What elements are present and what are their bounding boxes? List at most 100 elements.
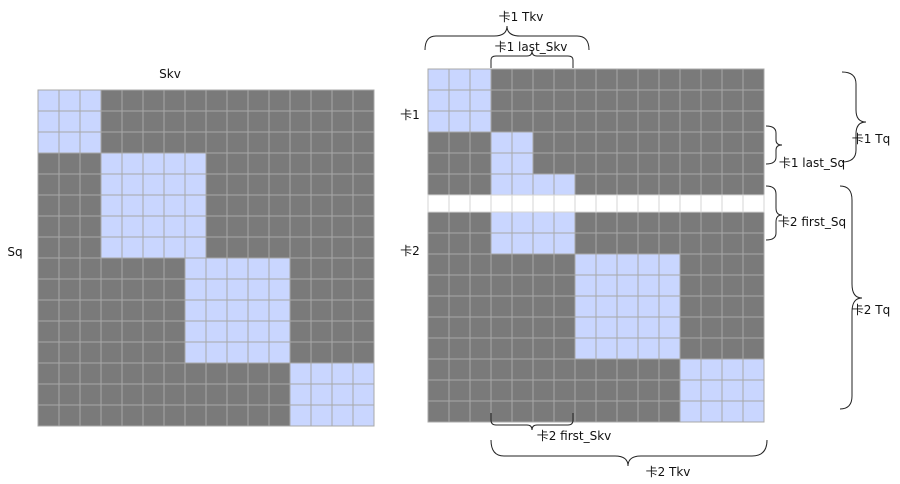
masked-cell: [289, 341, 312, 364]
masked-cell: [658, 110, 681, 133]
active-cell: [721, 379, 744, 402]
active-cell: [100, 173, 123, 196]
masked-cell: [331, 278, 354, 301]
masked-cell: [352, 341, 375, 364]
masked-cell: [427, 358, 450, 381]
masked-cell: [205, 173, 228, 196]
masked-cell: [226, 383, 249, 406]
masked-cell: [637, 131, 660, 154]
card1-row-label: 卡1: [400, 108, 420, 122]
masked-cell: [142, 320, 165, 343]
skv-label: Skv: [159, 67, 181, 81]
masked-cell: [79, 299, 102, 322]
masked-cell: [574, 110, 597, 133]
card2-first-skv-brace: [490, 413, 574, 431]
masked-cell: [100, 404, 123, 427]
masked-cell: [469, 400, 492, 423]
masked-cell: [637, 89, 660, 112]
masked-cell: [700, 295, 723, 318]
masked-cell: [184, 89, 207, 112]
masked-cell: [58, 194, 81, 217]
masked-cell: [427, 274, 450, 297]
active-cell: [637, 295, 660, 318]
masked-cell: [100, 131, 123, 154]
masked-cell: [616, 173, 639, 196]
active-cell: [205, 320, 228, 343]
masked-cell: [553, 110, 576, 133]
masked-cell: [163, 257, 186, 280]
masked-cell: [268, 110, 291, 133]
masked-cell: [721, 274, 744, 297]
active-cell: [658, 295, 681, 318]
masked-cell: [595, 68, 618, 91]
masked-cell: [490, 379, 513, 402]
split-divider-cell: [532, 194, 555, 213]
active-cell: [100, 215, 123, 238]
masked-cell: [121, 257, 144, 280]
masked-cell: [205, 383, 228, 406]
masked-cell: [448, 274, 471, 297]
masked-cell: [37, 194, 60, 217]
split-divider-cell: [616, 194, 639, 213]
masked-cell: [226, 194, 249, 217]
masked-cell: [352, 131, 375, 154]
active-cell: [184, 236, 207, 259]
masked-cell: [511, 89, 534, 112]
masked-cell: [247, 362, 270, 385]
masked-cell: [658, 400, 681, 423]
split-divider-cell: [637, 194, 660, 213]
masked-cell: [37, 320, 60, 343]
masked-cell: [100, 110, 123, 133]
masked-cell: [511, 358, 534, 381]
masked-cell: [79, 236, 102, 259]
masked-cell: [289, 299, 312, 322]
masked-cell: [553, 131, 576, 154]
masked-cell: [79, 194, 102, 217]
active-cell: [226, 278, 249, 301]
masked-cell: [427, 211, 450, 234]
masked-cell: [721, 110, 744, 133]
card1-tkv-brace: [424, 25, 590, 51]
masked-cell: [490, 253, 513, 276]
masked-cell: [100, 320, 123, 343]
masked-cell: [637, 379, 660, 402]
active-cell: [121, 215, 144, 238]
active-cell: [595, 295, 618, 318]
card1-tq-brace: [841, 71, 867, 163]
masked-cell: [658, 89, 681, 112]
masked-cell: [574, 358, 597, 381]
masked-cell: [268, 404, 291, 427]
card2-first-skv-label: 卡2 first_Skv: [537, 429, 612, 443]
active-cell: [700, 400, 723, 423]
masked-cell: [616, 379, 639, 402]
masked-cell: [490, 89, 513, 112]
active-cell: [268, 299, 291, 322]
active-cell: [352, 362, 375, 385]
masked-cell: [331, 215, 354, 238]
active-cell: [79, 89, 102, 112]
masked-cell: [331, 341, 354, 364]
active-cell: [310, 383, 333, 406]
masked-cell: [490, 68, 513, 91]
masked-cell: [352, 173, 375, 196]
left-attention-matrix: [37, 89, 375, 427]
masked-cell: [616, 211, 639, 234]
masked-cell: [595, 110, 618, 133]
card2-tkv-brace: [490, 439, 768, 467]
masked-cell: [352, 89, 375, 112]
active-cell: [226, 320, 249, 343]
masked-cell: [37, 404, 60, 427]
masked-cell: [490, 400, 513, 423]
right-split-attention-matrix: [427, 68, 765, 423]
masked-cell: [142, 383, 165, 406]
masked-cell: [58, 299, 81, 322]
active-cell: [511, 173, 534, 196]
masked-cell: [37, 236, 60, 259]
masked-cell: [79, 278, 102, 301]
masked-cell: [247, 131, 270, 154]
masked-cell: [205, 236, 228, 259]
masked-cell: [574, 232, 597, 255]
active-cell: [310, 404, 333, 427]
active-cell: [616, 316, 639, 339]
masked-cell: [679, 337, 702, 360]
